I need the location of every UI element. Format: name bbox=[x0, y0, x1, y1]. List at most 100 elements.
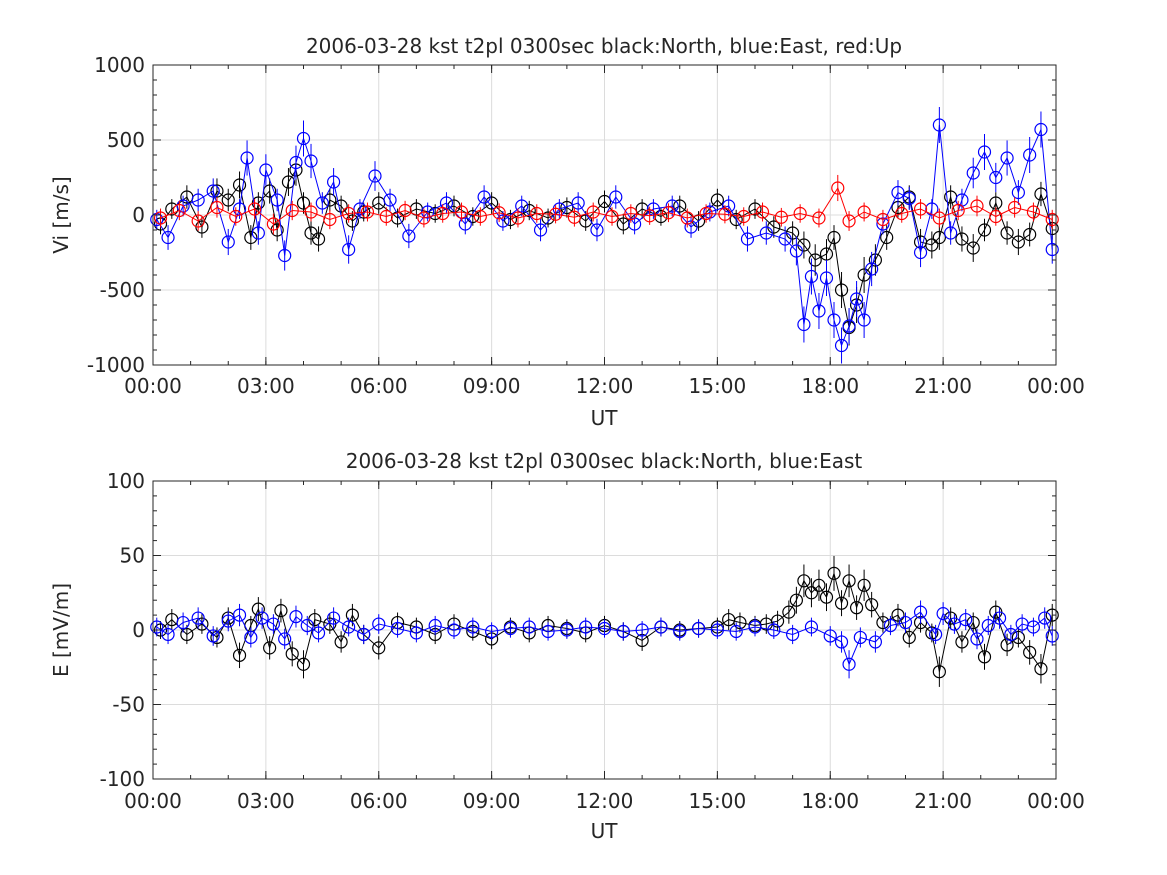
e-east-data-point bbox=[176, 615, 190, 630]
vi-east-data-point bbox=[402, 229, 416, 243]
e-north-data-point bbox=[797, 574, 811, 588]
vi-up-data-point bbox=[360, 205, 375, 219]
vi-east-data-point bbox=[778, 232, 792, 246]
vi-east-data-point bbox=[865, 262, 879, 276]
vi-east-data-point bbox=[353, 202, 367, 216]
e-north-data-point bbox=[334, 635, 348, 649]
vi-y-tick-label: -1000 bbox=[87, 353, 145, 377]
e-east-data-point bbox=[1038, 611, 1052, 625]
vi-y-tick-label: -500 bbox=[100, 278, 145, 302]
vi-north-data-point bbox=[281, 175, 296, 189]
e-y-tick-label: 0 bbox=[132, 618, 145, 642]
e-y-tick-label: -100 bbox=[100, 767, 145, 791]
vi-east-data-point bbox=[315, 196, 329, 210]
vi-north-data-point bbox=[673, 199, 687, 213]
e-x-tick-label: 00:00 bbox=[124, 789, 182, 813]
e-north-data-point bbox=[789, 593, 803, 607]
e-north-data-point bbox=[1011, 630, 1025, 645]
e-north-data-point bbox=[849, 601, 864, 615]
e-north-data-point bbox=[955, 635, 969, 649]
e-east-data-point bbox=[244, 630, 258, 645]
vi-up-data-point bbox=[699, 206, 713, 221]
vi-x-tick-label: 12:00 bbox=[576, 374, 634, 398]
vi-up-data-point bbox=[229, 209, 243, 224]
vi-up-data-point bbox=[266, 217, 280, 231]
e-north-data-point bbox=[865, 598, 879, 612]
vi-east-data-point bbox=[789, 244, 803, 258]
vi-chart-title: 2006-03-28 kst t2pl 0300sec black:North,… bbox=[306, 34, 902, 58]
e-east-data-point bbox=[191, 611, 205, 625]
vi-up-data-point bbox=[913, 202, 928, 216]
e-east-data-point bbox=[928, 627, 943, 642]
vi-up-data-point bbox=[436, 206, 450, 221]
e-east-data-point bbox=[232, 608, 247, 622]
e-east-data-point bbox=[710, 623, 724, 637]
vi-up-data-point bbox=[1045, 212, 1059, 227]
e-north-data-point bbox=[891, 608, 905, 622]
vi-up-data-point bbox=[624, 206, 638, 221]
vi-north-series-line bbox=[160, 168, 1053, 330]
vi-east-data-point bbox=[590, 223, 604, 237]
e-north-data-point bbox=[232, 648, 247, 662]
vi-up-data-point bbox=[989, 209, 1003, 224]
e-east-data-point bbox=[913, 605, 928, 619]
vi-north-data-point bbox=[232, 178, 247, 192]
vi-up-data-point bbox=[1026, 205, 1041, 219]
vi-east-data-point bbox=[804, 269, 819, 284]
e-north-data-point bbox=[733, 615, 747, 630]
vi-north-data-point bbox=[834, 283, 849, 297]
vi-east-data-point bbox=[515, 199, 529, 213]
vi-north-data-point bbox=[244, 230, 258, 245]
e-x-tick-label: 21:00 bbox=[914, 789, 972, 813]
vi-north-data-point bbox=[597, 194, 612, 209]
e-x-tick-label: 03:00 bbox=[237, 789, 295, 813]
vi-east-data-point bbox=[383, 193, 397, 207]
e-east-data-point bbox=[673, 624, 687, 639]
e-east-data-point bbox=[842, 657, 856, 671]
e-east-data-point bbox=[150, 620, 164, 634]
vi-north-data-point bbox=[616, 217, 630, 231]
vi-up-data-point bbox=[210, 200, 224, 215]
vi-x-tick-label: 03:00 bbox=[237, 374, 295, 398]
vi-panel: 2006-03-28 kst t2pl 0300sec black:North,… bbox=[49, 34, 1085, 430]
e-east-data-point bbox=[161, 627, 175, 642]
vi-y-tick-label: 1000 bbox=[94, 53, 145, 77]
vi-up-data-point bbox=[417, 211, 431, 225]
vi-north-data-point bbox=[977, 223, 992, 237]
e-north-data-point bbox=[1023, 645, 1037, 659]
vi-east-data-point bbox=[571, 196, 585, 210]
vi-north-data-point bbox=[334, 199, 348, 213]
e-east-data-point bbox=[691, 621, 706, 636]
e-y-tick-label: 50 bbox=[120, 544, 145, 568]
vi-east-data-point bbox=[797, 317, 811, 332]
vi-up-data-point bbox=[831, 181, 845, 195]
e-north-data-point bbox=[1034, 662, 1048, 676]
vi-east-data-point bbox=[827, 313, 841, 327]
e-east-data-point bbox=[729, 624, 743, 639]
vi-east-data-point bbox=[684, 220, 698, 234]
e-east-data-point bbox=[278, 632, 292, 646]
e-east-data-point bbox=[357, 627, 371, 642]
e-east-data-point bbox=[342, 620, 356, 634]
e-east-data-point bbox=[981, 618, 995, 633]
vi-north-data-point bbox=[345, 214, 360, 228]
vi-east-data-point bbox=[819, 271, 834, 285]
vi-x-tick-label: 00:00 bbox=[1027, 374, 1085, 398]
vi-up-data-point bbox=[530, 206, 544, 221]
vi-north-data-point bbox=[955, 232, 969, 246]
vi-up-data-point bbox=[285, 203, 299, 218]
vi-east-data-point bbox=[1023, 148, 1037, 162]
vi-east-data-point bbox=[966, 166, 980, 180]
e-east-data-point bbox=[868, 635, 883, 649]
vi-east-data-point bbox=[327, 175, 341, 189]
e-east-data-point bbox=[311, 626, 326, 640]
vi-north-data-point bbox=[932, 230, 946, 245]
vi-up-data-point bbox=[304, 205, 318, 219]
vi-north-data-point bbox=[880, 230, 894, 245]
vi-up-data-point bbox=[812, 211, 826, 225]
vi-north-data-point bbox=[729, 212, 743, 227]
vi-east-data-point bbox=[665, 199, 679, 213]
e-north-data-point bbox=[827, 566, 841, 580]
e-east-data-point bbox=[300, 618, 314, 633]
vi-east-data-point bbox=[722, 199, 736, 213]
